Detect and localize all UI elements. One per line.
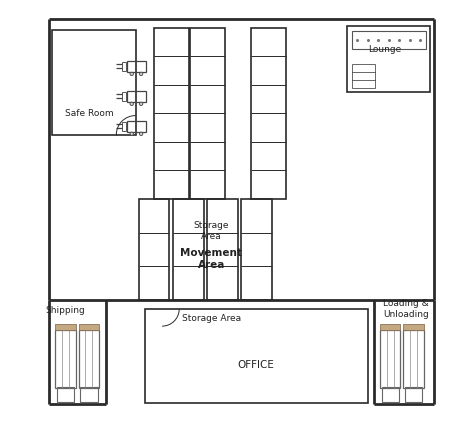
Bar xyxy=(405,387,422,402)
Bar xyxy=(403,324,424,330)
Bar xyxy=(352,64,375,88)
Bar xyxy=(127,61,146,72)
Bar xyxy=(127,91,146,102)
Text: Safe Room: Safe Room xyxy=(65,109,114,118)
Bar xyxy=(122,122,126,131)
Text: Movement
Area: Movement Area xyxy=(181,248,242,270)
Bar xyxy=(173,199,204,300)
Bar xyxy=(55,330,76,388)
Bar xyxy=(138,199,169,300)
Circle shape xyxy=(130,102,133,106)
Bar xyxy=(380,330,401,388)
Bar xyxy=(380,324,401,330)
Circle shape xyxy=(130,132,133,136)
Bar xyxy=(79,330,99,388)
Text: Loading &
Unloading: Loading & Unloading xyxy=(383,299,429,319)
Bar xyxy=(145,309,367,403)
Bar xyxy=(403,330,424,388)
Text: Storage
Area: Storage Area xyxy=(193,221,229,241)
Text: Storage Area: Storage Area xyxy=(182,314,241,324)
Bar xyxy=(154,28,189,199)
Bar xyxy=(122,92,126,101)
Bar xyxy=(347,26,430,92)
Text: Shipping: Shipping xyxy=(45,306,85,315)
Bar xyxy=(127,121,146,132)
Bar xyxy=(241,199,272,300)
Text: Lounge: Lounge xyxy=(368,45,401,54)
Circle shape xyxy=(139,102,143,106)
Circle shape xyxy=(139,132,143,136)
Bar xyxy=(382,387,399,402)
Bar xyxy=(52,30,136,135)
Bar xyxy=(190,28,225,199)
Text: OFFICE: OFFICE xyxy=(238,360,275,370)
Circle shape xyxy=(139,72,143,76)
Bar xyxy=(55,324,76,330)
Bar xyxy=(251,28,286,199)
Bar xyxy=(352,31,426,49)
Circle shape xyxy=(130,72,133,76)
Bar xyxy=(122,62,126,71)
Bar xyxy=(80,387,98,402)
Bar xyxy=(57,387,74,402)
Bar xyxy=(79,324,99,330)
Bar xyxy=(207,199,238,300)
